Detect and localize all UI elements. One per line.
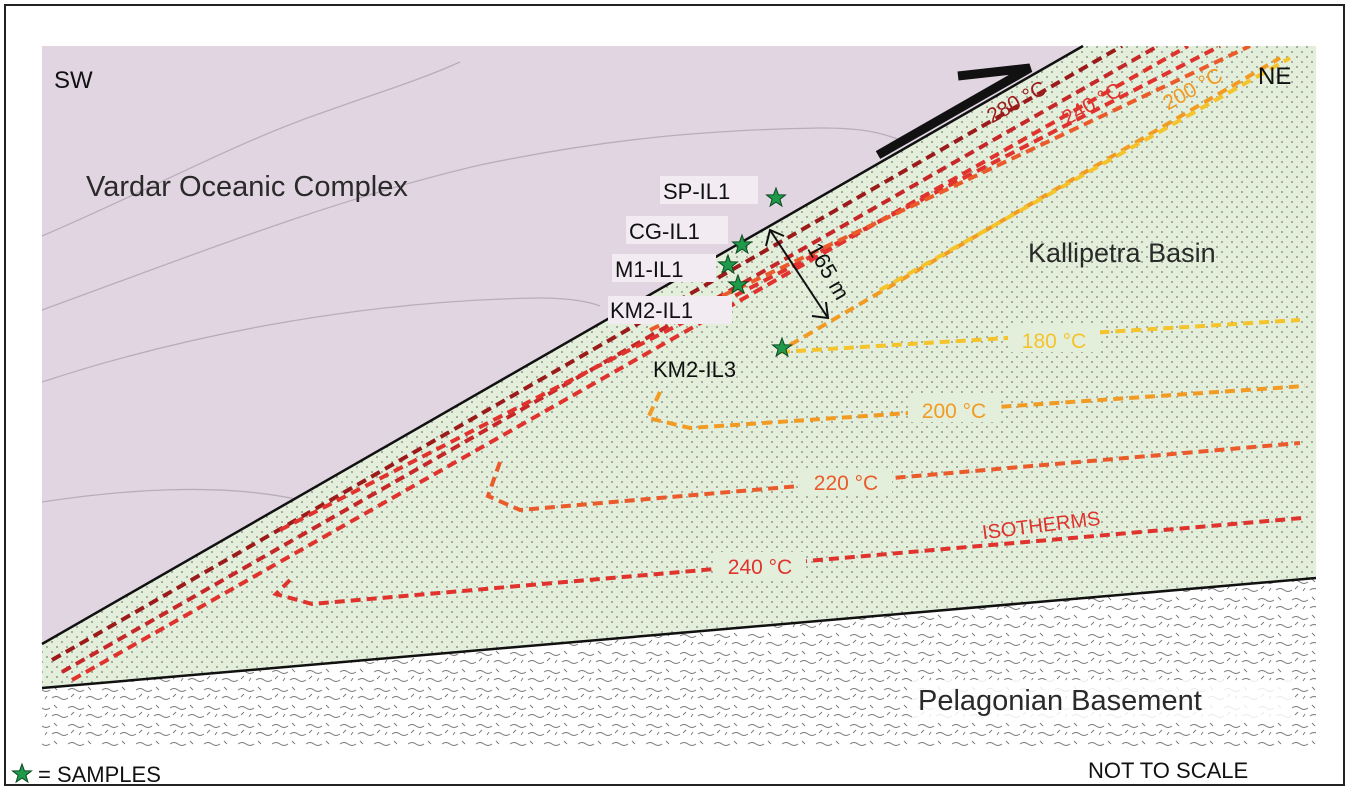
isotherm-250-upper (71, 46, 1189, 682)
legend-star-icon (11, 762, 33, 784)
isotherm-label-240-lower: 240 °C (728, 556, 792, 579)
isotherm-label-220-lower: 220 °C (814, 472, 878, 495)
thickness-arrow-icon (765, 228, 830, 320)
isotherm-220-lower (485, 441, 1301, 513)
sample-star-icon (765, 186, 787, 208)
direction-label-sw: SW (54, 67, 93, 94)
unit-label-pelagonian: Pelagonian Basement (918, 685, 1202, 717)
sample-label-m1-il1: M1-IL1 (615, 257, 683, 282)
sample-star-icon (727, 273, 749, 295)
direction-label-ne: NE (1258, 63, 1291, 90)
isotherm-label-180-lower: 180 °C (1022, 330, 1086, 353)
sample-label-km2-il1: KM2-IL1 (610, 298, 693, 323)
unit-label-kallipetra: Kallipetra Basin (1028, 238, 1216, 268)
fault-motion-arrow-icon (875, 63, 1033, 159)
isotherm-label-200-lower: 200 °C (922, 400, 986, 423)
basement-contact-line (41, 576, 1317, 690)
isotherm-280-upper (51, 46, 1123, 662)
vardar-structure-lines (41, 61, 901, 503)
sample-label-km2-il3: KM2-IL3 (653, 357, 736, 382)
sample-star-icon (731, 233, 753, 255)
legend-label: = SAMPLES (38, 762, 161, 787)
sample-label-sp-il1: SP-IL1 (663, 179, 730, 204)
isotherm-240-lower (272, 516, 1303, 607)
not-to-scale-label: NOT TO SCALE (1088, 758, 1248, 783)
isotherm-200-lower (645, 384, 1306, 431)
unit-label-vardar: Vardar Oceanic Complex (86, 171, 408, 203)
sample-star-icon (771, 336, 793, 358)
sample-label-cg-il1: CG-IL1 (629, 219, 700, 244)
isotherm-180-upper (879, 56, 1291, 292)
isotherm-240-upper (279, 46, 1221, 532)
fault-line (41, 44, 1084, 646)
isotherm-200-upper (788, 56, 1282, 347)
isotherm-220-upper (649, 46, 1251, 332)
sample-star-icon (717, 253, 739, 275)
